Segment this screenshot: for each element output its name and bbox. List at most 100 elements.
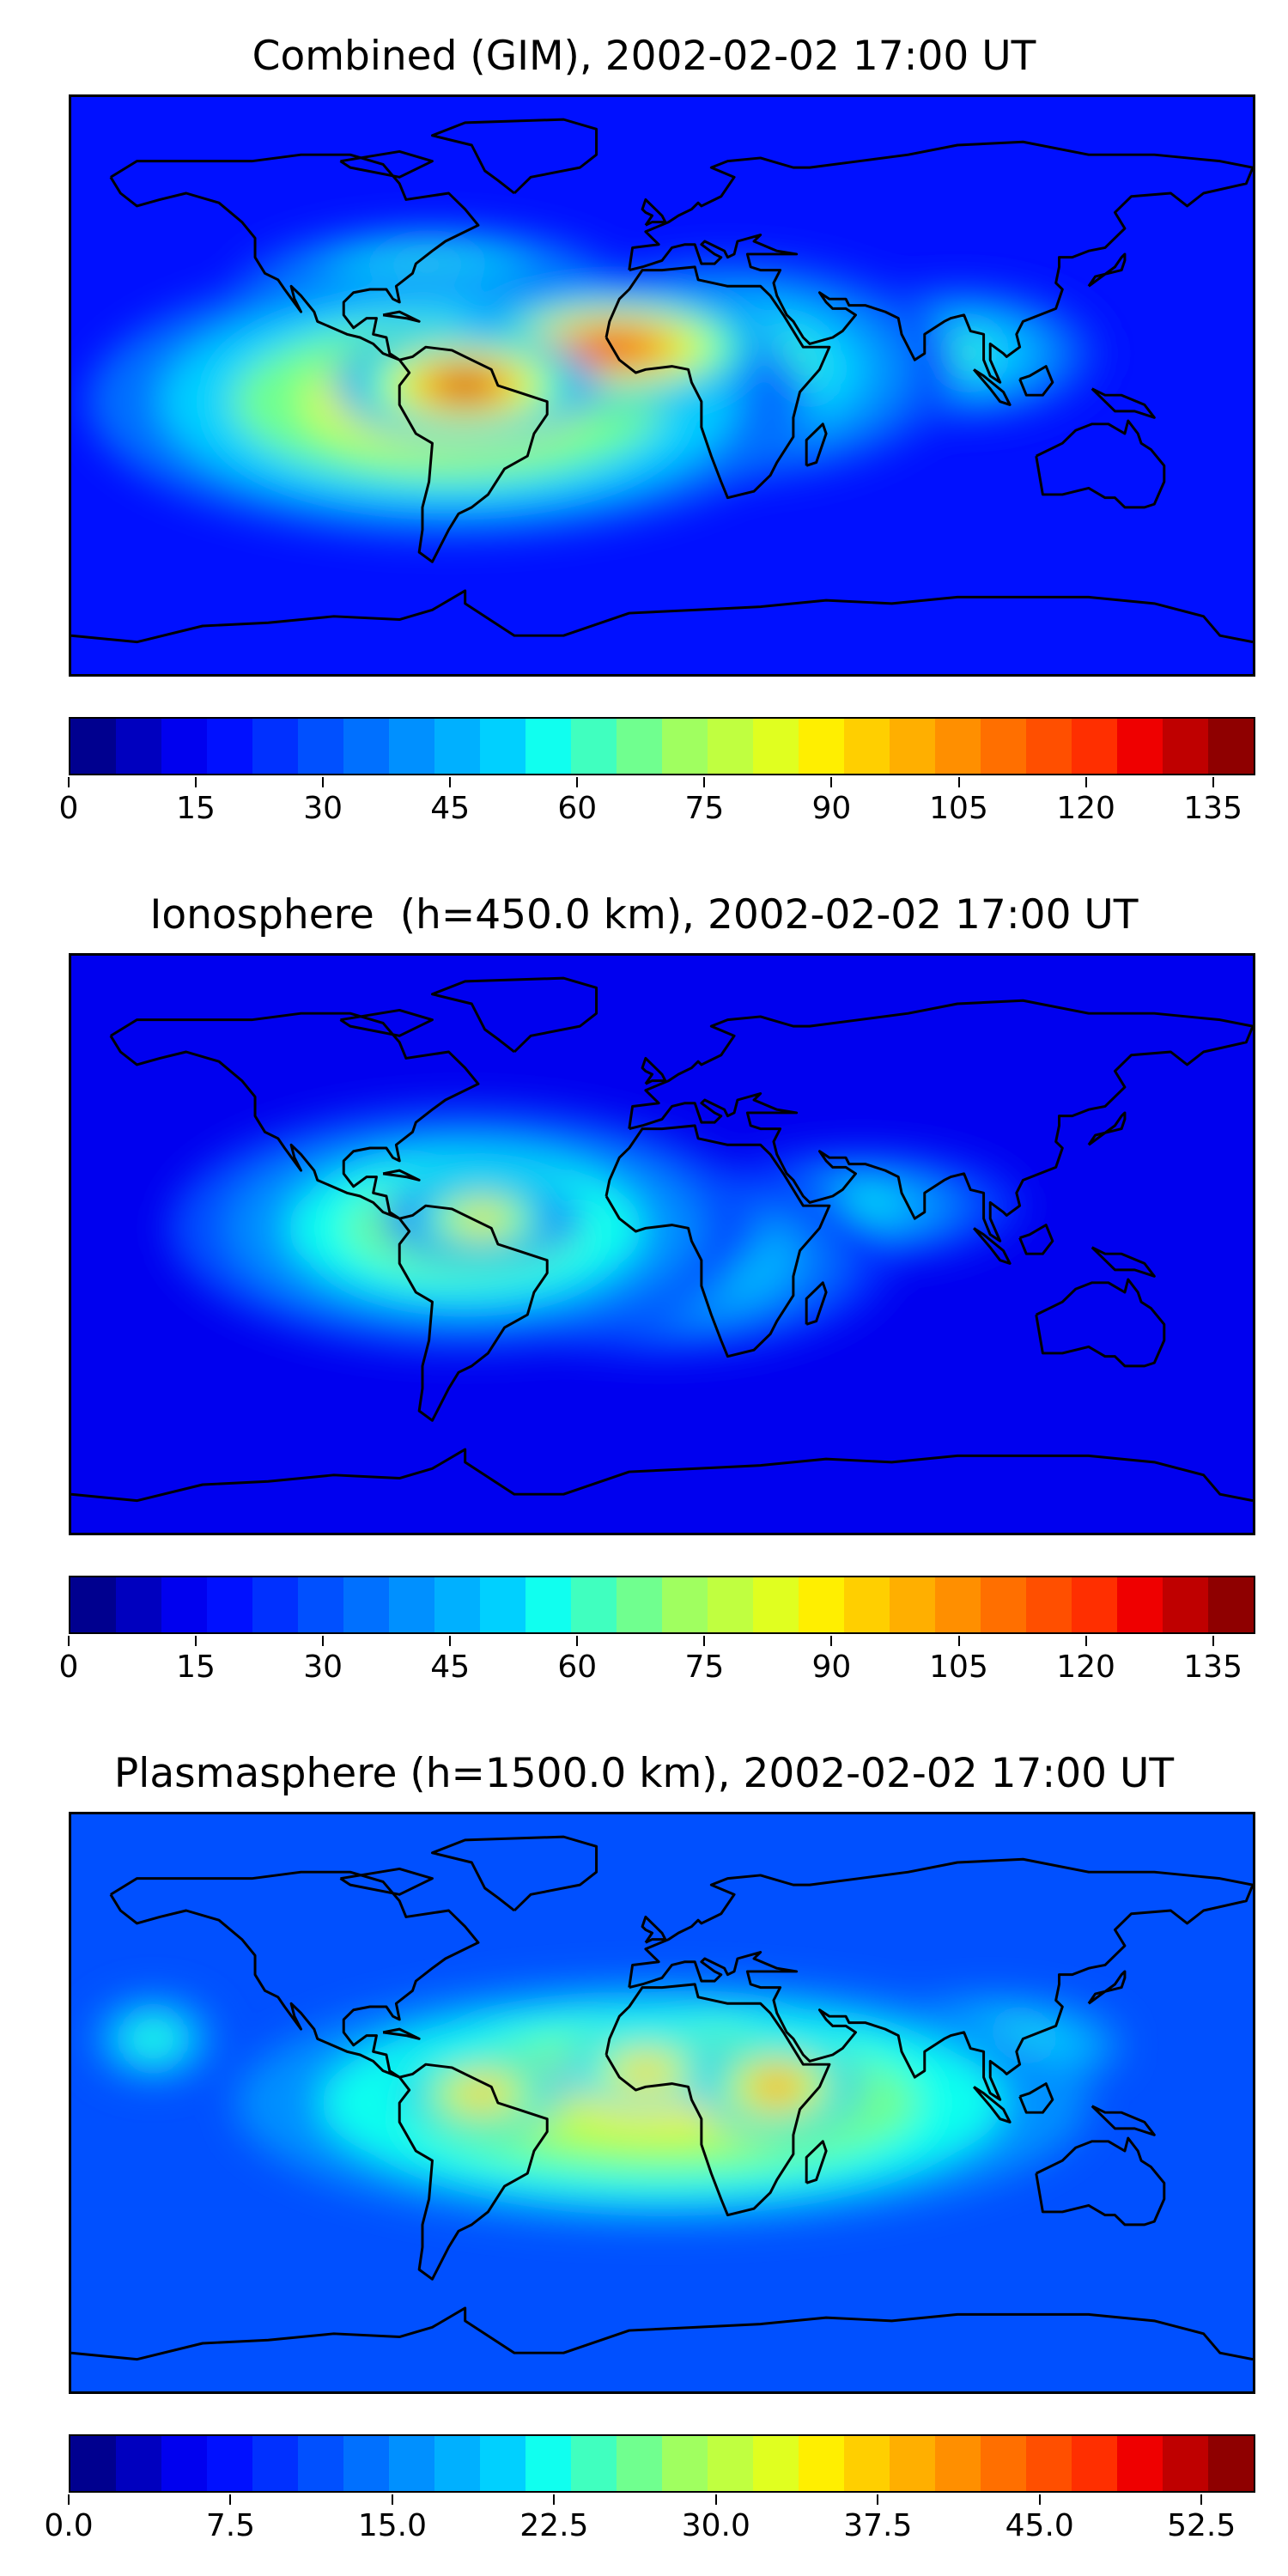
plasmasphere-coastline xyxy=(1018,2082,1054,2114)
tick-mark xyxy=(195,1636,197,1646)
ionosphere-coastline xyxy=(628,999,1253,1242)
tick-mark xyxy=(1038,2494,1041,2505)
plasmasphere-colorbar-segment xyxy=(480,2436,526,2491)
plasmasphere-colorbar-segment xyxy=(981,2436,1026,2491)
combined-colorbar-segment xyxy=(935,719,981,774)
tick-mark xyxy=(714,2494,717,2505)
ionosphere-coastline xyxy=(1091,1246,1156,1278)
ionosphere-coastline xyxy=(641,1056,667,1085)
ionosphere-colorbar-segment xyxy=(1026,1577,1072,1632)
combined-coastline xyxy=(805,422,828,467)
combined-tec-contour xyxy=(439,374,492,398)
combined-colorbar-segment xyxy=(662,719,708,774)
plasmasphere-colorbar-segment xyxy=(1026,2436,1072,2491)
tick-label: 45.0 xyxy=(1005,2508,1074,2543)
ionosphere-colorbar-segment xyxy=(571,1577,617,1632)
plasmasphere-colorbar-segment xyxy=(662,2436,708,2491)
ionosphere-colorbar-segment xyxy=(480,1577,526,1632)
plasmasphere-colorbar-segment xyxy=(434,2436,480,2491)
ionosphere-colorbar-segment xyxy=(434,1577,480,1632)
plasmasphere-coastline xyxy=(628,1857,1253,2101)
combined-colorbar-segment xyxy=(434,719,480,774)
tick-label: 45 xyxy=(430,791,471,826)
tick-mark xyxy=(68,1636,70,1646)
plasmasphere-coastline xyxy=(339,1867,434,1896)
ionosphere-colorbar-segment xyxy=(526,1577,571,1632)
plasmasphere-coastline xyxy=(1087,1970,1127,2005)
combined-coastline xyxy=(641,197,667,227)
plasmasphere-colorbar-ticks: 0.0 7.5 15.0 22.5 30.0 37.5 45.0 52.5 xyxy=(44,2494,1255,2546)
combined-colorbar-segment xyxy=(526,719,571,774)
ionosphere-colorbar-segment xyxy=(389,1577,434,1632)
plasmasphere-tec-contour xyxy=(465,2085,498,2101)
combined-coastlines xyxy=(71,118,1253,644)
ionosphere-map-svg xyxy=(71,956,1253,1533)
combined-colorbar-segment xyxy=(1163,719,1208,774)
tick-label: 75 xyxy=(684,791,725,826)
ionosphere-colorbar-segment xyxy=(753,1577,799,1632)
tick-label: 15 xyxy=(176,791,216,826)
plasmasphere-coastline xyxy=(382,2027,421,2040)
ionosphere-colorbar-ticks: 0 15 30 45 60 75 90 105 120 135 xyxy=(59,1636,1255,1687)
tick-mark xyxy=(957,1636,960,1646)
ionosphere-colorbar-segment xyxy=(1072,1577,1117,1632)
ionosphere-coastline xyxy=(1035,1278,1166,1368)
plasmasphere-coastline xyxy=(641,1915,667,1944)
combined-coastline xyxy=(605,265,831,500)
combined-colorbar-segment xyxy=(799,719,844,774)
tick-mark xyxy=(957,777,960,787)
ionosphere-coastline xyxy=(398,1204,549,1422)
plasmasphere-colorbar-segment xyxy=(70,2436,116,2491)
plasmasphere-map xyxy=(69,1812,1255,2394)
tick-mark xyxy=(1084,1636,1087,1646)
tick-mark xyxy=(322,777,325,787)
ionosphere-coastline xyxy=(1087,1111,1127,1146)
plasmasphere-colorbar-segment xyxy=(799,2436,844,2491)
plasmasphere-colorbar-segment xyxy=(161,2436,207,2491)
combined-colorbar-segment xyxy=(1026,719,1072,774)
combined-coastline xyxy=(109,153,480,361)
plasmasphere-colorbar-segment xyxy=(617,2436,662,2491)
tick-mark xyxy=(703,777,706,787)
combined-colorbar xyxy=(69,717,1255,775)
tick-mark xyxy=(830,1636,833,1646)
combined-coastline xyxy=(628,140,1253,384)
plasmasphere-colorbar-segment xyxy=(116,2436,161,2491)
combined-map xyxy=(69,94,1255,677)
tick-mark xyxy=(553,2494,556,2505)
plasmasphere-coastline xyxy=(430,1835,598,1912)
tick-mark xyxy=(703,1636,706,1646)
combined-colorbar-segment xyxy=(981,719,1026,774)
combined-colorbar-segment xyxy=(890,719,935,774)
ionosphere-colorbar-segment xyxy=(207,1577,252,1632)
combined-coastline xyxy=(71,589,1253,644)
ionosphere-colorbar-segment xyxy=(161,1577,207,1632)
tick-label: 45 xyxy=(430,1649,471,1685)
tick-mark xyxy=(68,777,70,787)
combined-colorbar-segment xyxy=(298,719,343,774)
combined-colorbar-segment xyxy=(617,719,662,774)
combined-colorbar-segment xyxy=(480,719,526,774)
combined-coastline xyxy=(398,345,549,563)
plasmasphere-coastline xyxy=(972,2086,1012,2123)
ionosphere-coastline xyxy=(109,1012,480,1220)
plasmasphere-coastline xyxy=(805,2140,828,2184)
tick-label: 52.5 xyxy=(1167,2508,1236,2543)
combined-coastline xyxy=(382,310,421,323)
ionosphere-colorbar-segment xyxy=(617,1577,662,1632)
tick-mark xyxy=(449,777,452,787)
combined-colorbar-segment xyxy=(1117,719,1163,774)
ionosphere-title: Ionosphere (h=450.0 km), 2002-02-02 17:0… xyxy=(149,891,1139,939)
ionosphere-colorbar-segment xyxy=(981,1577,1026,1632)
plasmasphere-coastline xyxy=(1091,2105,1156,2136)
plasmasphere-colorbar xyxy=(69,2434,1255,2493)
plasmasphere-coastline xyxy=(398,2063,549,2281)
plasmasphere-colorbar-segment xyxy=(389,2436,434,2491)
ionosphere-colorbar-segment xyxy=(890,1577,935,1632)
tick-mark xyxy=(68,2494,70,2505)
plasmasphere-tec-contour xyxy=(140,2029,167,2048)
ionosphere-colorbar-segment xyxy=(1163,1577,1208,1632)
tick-label: 15.0 xyxy=(357,2508,427,2543)
ionosphere-colorbar-segment xyxy=(708,1577,753,1632)
combined-coastline xyxy=(1091,387,1156,419)
